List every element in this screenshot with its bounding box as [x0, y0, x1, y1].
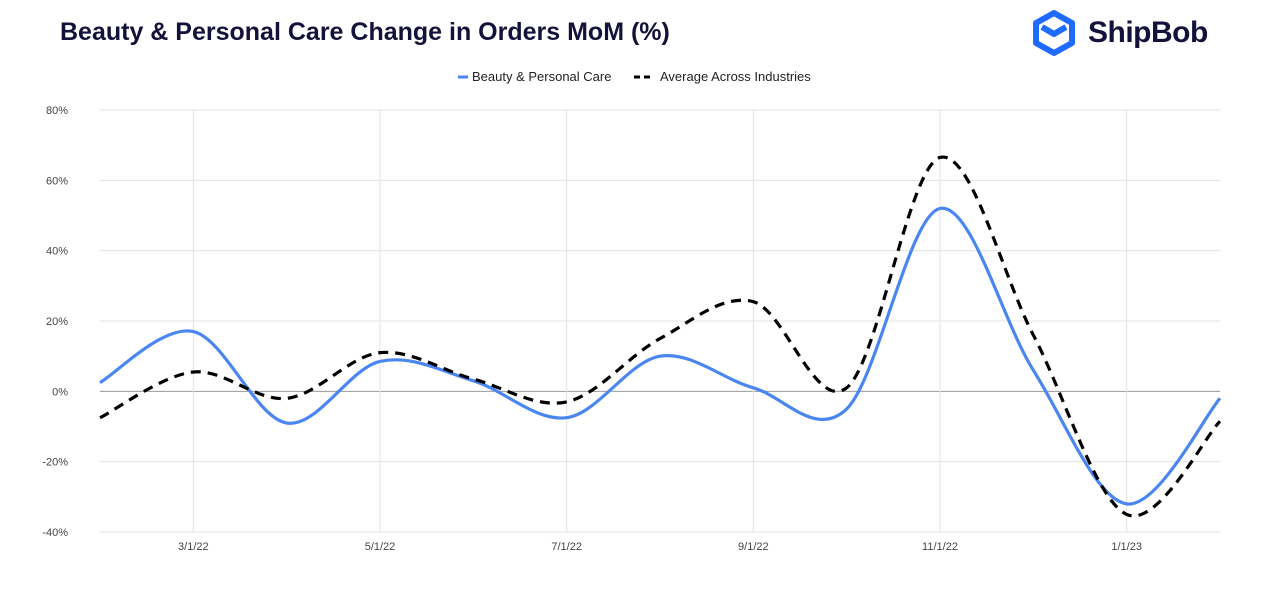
- series-line-1: [99, 155, 1222, 518]
- shipbob-box-icon: [1033, 10, 1075, 56]
- logo-text: ShipBob: [1088, 16, 1208, 49]
- x-tick-label: 7/1/22: [551, 541, 582, 553]
- y-tick-label: 0%: [52, 386, 68, 398]
- y-tick-label: 60%: [46, 175, 68, 187]
- y-tick-label: 40%: [46, 246, 68, 258]
- y-tick-label: -40%: [42, 527, 68, 539]
- x-tick-label: 3/1/22: [178, 541, 209, 553]
- y-tick-label: 20%: [46, 316, 68, 328]
- x-tick-label: 1/1/23: [1111, 541, 1142, 553]
- x-tick-label: 5/1/22: [365, 541, 396, 553]
- y-tick-label: -20%: [42, 457, 68, 469]
- legend-label: Beauty & Personal Care: [472, 69, 611, 84]
- series-line-0: [99, 206, 1222, 506]
- shipbob-logo: ShipBob: [1032, 10, 1208, 56]
- legend-label: Average Across Industries: [660, 69, 811, 84]
- y-tick-label: 80%: [46, 105, 68, 117]
- x-tick-label: 9/1/22: [738, 541, 769, 553]
- x-tick-label: 11/1/22: [922, 541, 958, 553]
- chart-title: Beauty & Personal Care Change in Orders …: [60, 18, 670, 46]
